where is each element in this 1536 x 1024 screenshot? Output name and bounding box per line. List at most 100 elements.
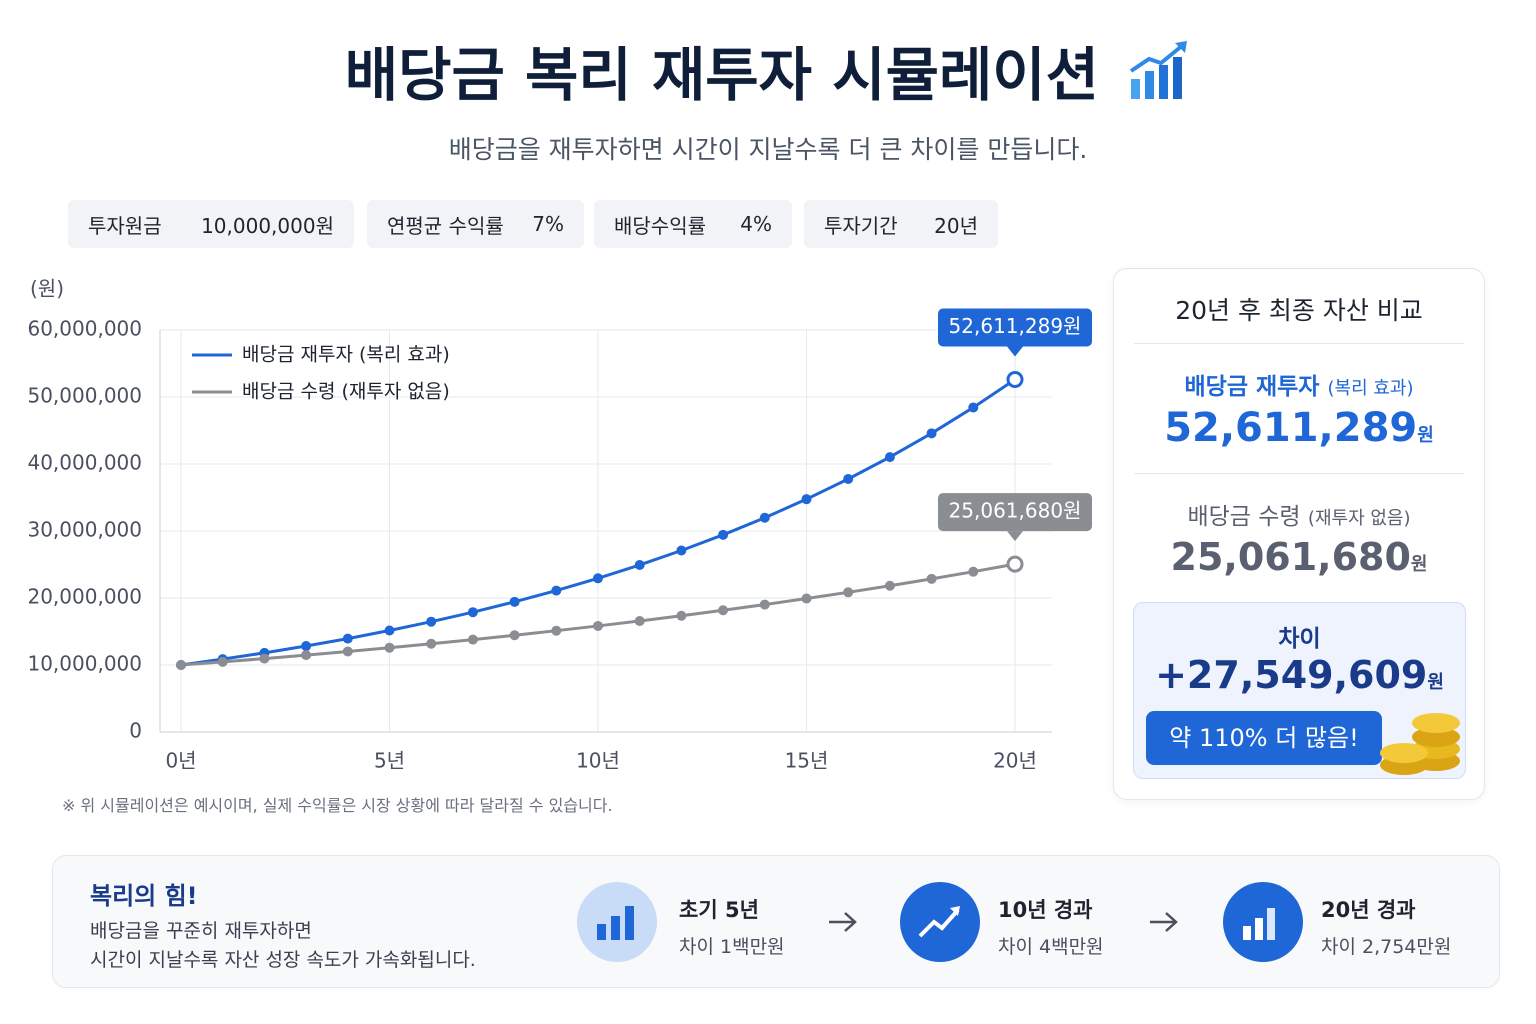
param-label: 배당수익률: [614, 213, 706, 238]
power-description: 시간이 지날수록 자산 성장 속도가 가속화됩니다.: [90, 949, 476, 971]
y-tick-label: 40,000,000: [27, 451, 142, 475]
chart: (원) 0 10,000,000 20,000,000 30,000,000 40,00…: [27, 277, 1092, 773]
y-tick-label: 60,000,000: [27, 317, 142, 341]
callout-box: [938, 308, 1092, 347]
divider: [1134, 343, 1464, 344]
arrow: [829, 912, 857, 932]
y-axis-label: (원): [30, 277, 64, 301]
param-value: 4%: [740, 212, 772, 236]
y-tick-label: 0: [129, 719, 142, 743]
data-point: [926, 573, 937, 584]
param: 투자원금 10,000,000원: [68, 200, 354, 248]
divider: [1134, 473, 1464, 474]
receive-label: 배당금 수령: [1187, 504, 1301, 530]
page-title: 배당금 복리 재투자 시뮬레이션: [344, 41, 1100, 109]
difference-box: 차이 +27,549,609원 약 110% 더 많음!: [1133, 602, 1466, 779]
data-point: [426, 638, 437, 649]
data-point: [884, 580, 895, 591]
legend-label: 배당금 재투자 (복리 효과): [242, 344, 450, 366]
data-point: [593, 620, 603, 631]
data-point: [843, 474, 854, 485]
step-title: 20년 경과: [1321, 898, 1416, 922]
receive-label-row: 배당금 수령 (재투자 없음): [1114, 497, 1484, 531]
callout-box: [938, 493, 1092, 532]
difference-label: 차이: [1278, 626, 1321, 652]
x-tick-label: 0년: [165, 749, 196, 773]
data-point: [759, 512, 770, 523]
x-tick-label: 10년: [576, 749, 620, 773]
receive-note: (재투자 없음): [1307, 508, 1411, 529]
data-point: [759, 599, 770, 610]
summary-panel: 20년 후 최종 자산 비교 배당금 재투자 (복리 효과) 52,611,28…: [1113, 268, 1485, 800]
reinvest-note: (복리 효과): [1327, 378, 1414, 399]
data-point: [259, 653, 270, 664]
data-point: [217, 656, 228, 667]
title-icon: [1130, 41, 1188, 99]
subtitle: 배당금을 재투자하면 시간이 지날수록 더 큰 차이를 만듭니다.: [448, 135, 1088, 164]
data-point: [301, 641, 312, 652]
data-point: [884, 452, 895, 463]
reinvest-amount: 52,611,289: [1164, 405, 1418, 451]
step-title: 초기 5년: [679, 898, 759, 922]
power-description: 배당금을 꾸준히 재투자하면: [90, 920, 312, 942]
data-point: [718, 529, 729, 540]
data-point: [801, 593, 812, 604]
x-tick-label: 5년: [374, 749, 405, 773]
data-point: [1006, 555, 1024, 573]
receive-amount: 25,061,680: [1170, 535, 1411, 579]
difference-amount-row: +27,549,609원: [1134, 653, 1465, 697]
data-point: [551, 625, 562, 636]
title-row: 배당금 복리 재투자 시뮬레이션: [0, 28, 1536, 112]
param-label: 투자원금: [88, 213, 162, 238]
arrow: [1150, 912, 1178, 932]
step-detail: 차이 4백만원: [998, 936, 1104, 958]
data-point: [342, 646, 353, 657]
power-panel: 복리의 힘! 배당금을 꾸준히 재투자하면 시간이 지날수록 자산 성장 속도가…: [52, 855, 1500, 988]
data-label: 52,611,289원: [949, 314, 1082, 338]
data-point: [467, 607, 478, 618]
data-point: [426, 616, 437, 627]
data-label: 25,061,680원: [949, 499, 1082, 523]
data-point: [509, 630, 520, 641]
step-icon: [577, 882, 657, 962]
data-point: [551, 585, 562, 596]
param-value: 20년: [934, 213, 978, 238]
y-tick-label: 20,000,000: [27, 585, 142, 609]
summary-title: 20년 후 최종 자산 비교: [1175, 296, 1423, 325]
param: 배당수익률 4%: [594, 200, 792, 248]
reinvest-unit: 원: [1417, 425, 1434, 446]
data-point: [384, 625, 395, 636]
step-icon: [900, 882, 980, 962]
data-point: [801, 494, 812, 505]
param-value: 7%: [532, 212, 564, 236]
param-label: 투자기간: [824, 213, 898, 238]
legend-label: 배당금 수령 (재투자 없음): [242, 381, 450, 403]
data-point: [176, 660, 186, 670]
param: 연평균 수익률 7%: [367, 200, 584, 248]
param-label: 연평균 수익률: [387, 213, 504, 238]
reinvest-label: 배당금 재투자: [1184, 374, 1320, 400]
x-tick-label: 15년: [785, 749, 829, 773]
data-point: [718, 605, 729, 616]
y-tick-label: 50,000,000: [27, 384, 142, 408]
data-point: [509, 596, 520, 607]
difference-badge: 약 110% 더 많음!: [1146, 711, 1382, 765]
data-point: [634, 559, 645, 570]
param: 투자기간 20년: [804, 200, 998, 248]
data-point: [968, 566, 979, 577]
param-value: 10,000,000원: [201, 213, 334, 238]
difference-amount: +27,549,609: [1155, 653, 1428, 697]
data-point: [342, 633, 353, 644]
data-point: [384, 642, 395, 653]
reinvest-amount-row: 52,611,289원: [1114, 405, 1484, 451]
data-point: [301, 650, 312, 661]
callout-pointer: [1007, 531, 1023, 542]
coins-icon: [1380, 713, 1460, 775]
data-point: [593, 573, 603, 584]
data-point: [676, 610, 687, 621]
data-point: [676, 545, 687, 556]
power-title: 복리의 힘!: [90, 882, 198, 910]
step-icon: [1223, 882, 1303, 962]
step-detail: 차이 1백만원: [679, 936, 785, 958]
